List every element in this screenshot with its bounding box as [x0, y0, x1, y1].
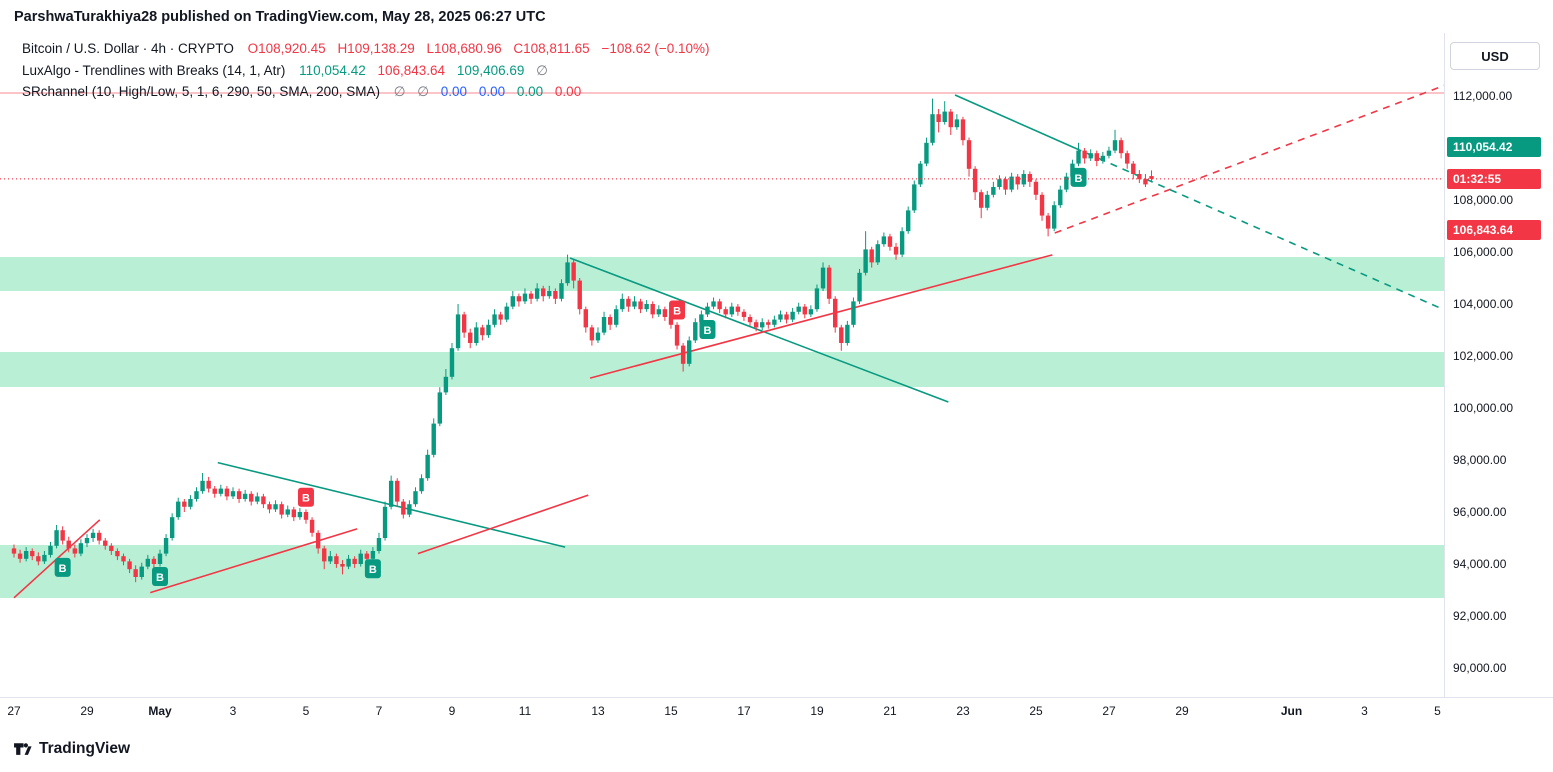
horizontal-levels: [0, 92, 1444, 180]
ohlc-open: O108,920.45: [247, 41, 326, 56]
srchannel-value-5: 0.00: [516, 84, 544, 99]
time-tick-label: 11: [518, 704, 532, 718]
time-tick-label: 9: [448, 704, 456, 718]
sr-zone-bands: [0, 256, 1444, 599]
time-tick-label: Jun: [1280, 704, 1303, 718]
time-tick-label: May: [148, 704, 172, 718]
currency-toggle-button[interactable]: USD: [1450, 42, 1540, 70]
price-tick-label: 96,000.00: [1453, 505, 1507, 519]
time-tick-label: 21: [883, 704, 897, 718]
price-level-badge: 106,843.64: [1447, 220, 1541, 241]
legend: Bitcoin / U.S. Dollar · 4h · CRYPTO O108…: [22, 38, 718, 103]
time-tick-label: 25: [1029, 704, 1043, 718]
srchannel-value-6: 0.00: [554, 84, 582, 99]
luxalgo-value-1: 110,054.42: [299, 62, 366, 78]
publish-text: ParshwaTurakhiya28 published on TradingV…: [14, 8, 546, 25]
time-tick-label: 13: [591, 704, 605, 718]
price-tick-label: 98,000.00: [1453, 453, 1507, 467]
svg-text:B: B: [156, 572, 164, 584]
legend-luxalgo-row[interactable]: LuxAlgo - Trendlines with Breaks (14, 1,…: [22, 60, 718, 82]
srchannel-value-4: 0.00: [478, 84, 506, 99]
ohlc-high: H109,138.29: [337, 41, 415, 56]
ohlc-close: C108,811.65: [513, 41, 590, 56]
luxalgo-value-2: 106,843.64: [377, 62, 446, 78]
chart-canvas[interactable]: B B B B B B B: [0, 33, 1444, 697]
svg-text:B: B: [302, 493, 310, 505]
time-tick-label: 5: [1434, 704, 1441, 718]
svg-text:B: B: [1075, 173, 1083, 185]
price-tick-label: 112,000.00: [1453, 89, 1513, 103]
srchannel-value-2: ∅: [417, 84, 430, 99]
price-tick-label: 104,000.00: [1453, 297, 1514, 311]
time-tick-label: 29: [1175, 704, 1189, 718]
time-tick-label: 3: [1361, 704, 1368, 718]
legend-symbol-row[interactable]: Bitcoin / U.S. Dollar · 4h · CRYPTO O108…: [22, 38, 718, 60]
srchannel-value-3: 0.00: [440, 84, 468, 99]
time-tick-label: 27: [1102, 704, 1116, 718]
ohlc-low: L108,680.96: [426, 41, 502, 56]
time-tick-label: 7: [375, 704, 383, 718]
chart-region[interactable]: B B B B B B B Bitcoin / U.S. Dollar · 4h · CRY…: [0, 33, 1444, 697]
luxalgo-value-4: ∅: [536, 62, 548, 78]
tradingview-brand-text[interactable]: TradingView: [39, 739, 131, 757]
indicator-luxalgo-title[interactable]: LuxAlgo - Trendlines with Breaks (14, 1,…: [22, 62, 286, 78]
time-tick-label: 27: [7, 704, 21, 718]
svg-text:B: B: [673, 306, 681, 318]
svg-text:B: B: [369, 564, 377, 576]
footer: TradingView: [0, 725, 1553, 772]
ohlc-change: −108.62 (−0.10%): [601, 41, 710, 56]
tradingview-logo-icon[interactable]: [13, 739, 32, 758]
time-tick-label: 23: [956, 704, 970, 718]
break-badges: B B B B B B B: [54, 167, 1087, 586]
time-tick-label: 17: [737, 704, 751, 718]
svg-text:B: B: [703, 325, 711, 337]
price-tick-label: 108,000.00: [1453, 193, 1514, 207]
candles: [11, 98, 1154, 583]
price-tick-label: 92,000.00: [1453, 609, 1507, 623]
time-axis[interactable]: 27 29 May 3 5 7 9 11 13 15 17 19 21 23 25 27 29 Jun 3 5: [0, 697, 1553, 725]
price-tick-label: 106,000.00: [1453, 245, 1514, 259]
trendlines: [13, 84, 1444, 599]
price-tick-label: 90,000.00: [1453, 661, 1507, 675]
price-tick-label: 102,000.00: [1453, 349, 1514, 363]
time-tick-label: 29: [80, 704, 94, 718]
publish-header: ParshwaTurakhiya28 published on TradingV…: [0, 0, 1553, 33]
price-level-badge: 110,054.42: [1447, 136, 1541, 157]
luxalgo-value-3: 109,406.69: [456, 62, 525, 78]
time-tick-label: 5: [302, 704, 310, 718]
countdown-badge: 01:32:55: [1447, 168, 1541, 189]
time-tick-label: 19: [810, 704, 824, 718]
price-tick-label: 94,000.00: [1453, 557, 1507, 571]
legend-srchannel-row[interactable]: SRchannel (10, High/Low, 5, 1, 6, 290, 5…: [22, 81, 718, 103]
svg-text:B: B: [59, 563, 67, 575]
symbol-title[interactable]: Bitcoin / U.S. Dollar · 4h · CRYPTO: [22, 41, 234, 56]
price-axis[interactable]: USD 112,000.00 108,000.00 106,000.00 104,00…: [1444, 33, 1553, 697]
time-tick-label: 15: [664, 704, 678, 718]
indicator-srchannel-title[interactable]: SRchannel (10, High/Low, 5, 1, 6, 290, 5…: [22, 84, 380, 99]
srchannel-value-1: ∅: [393, 84, 406, 99]
time-tick-label: 3: [229, 704, 237, 718]
price-tick-label: 100,000.00: [1453, 401, 1514, 415]
